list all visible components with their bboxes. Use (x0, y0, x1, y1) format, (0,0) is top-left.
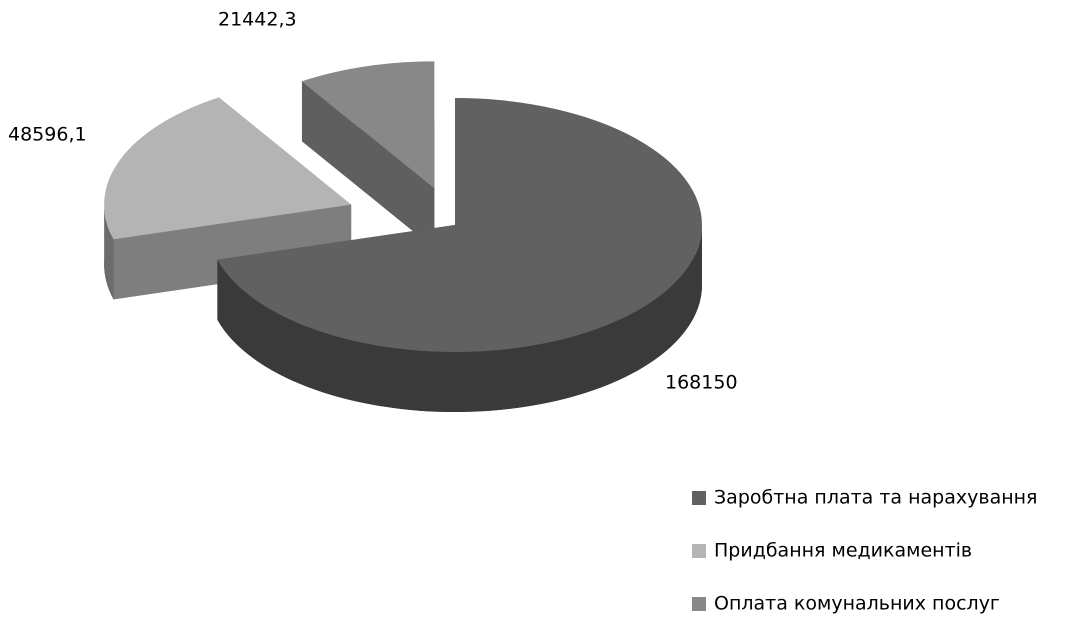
data-label: 168150 (665, 372, 738, 394)
slice-wall (301, 81, 435, 249)
slice-wall (113, 204, 352, 300)
slice-top (301, 61, 435, 189)
slice-side (217, 225, 703, 412)
legend-label: Придбання медикаментів (714, 540, 972, 562)
slice-side (104, 204, 114, 300)
data-label: 48596,1 (8, 124, 87, 146)
slice-top (217, 98, 703, 352)
pie-slice (301, 61, 435, 249)
legend-label: Оплата комунальних послуг (714, 593, 1000, 615)
data-label: 21442,3 (218, 9, 297, 31)
legend-swatch (692, 597, 706, 611)
pie-slice (217, 98, 703, 412)
legend-swatch (692, 491, 706, 505)
legend-swatch (692, 544, 706, 558)
pie-slice (104, 97, 352, 300)
slice-top (104, 97, 352, 240)
legend-label: Заробтна плата та нарахування (714, 487, 1037, 509)
